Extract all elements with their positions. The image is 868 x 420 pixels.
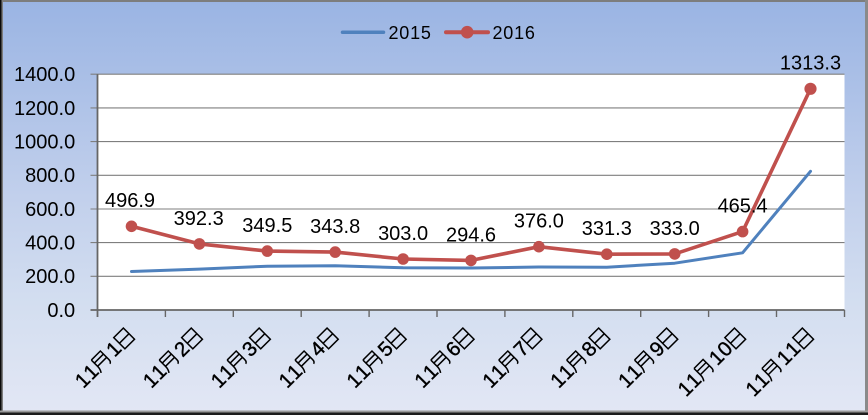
svg-text:400.0: 400.0 xyxy=(25,233,75,255)
svg-text:0.0: 0.0 xyxy=(47,300,75,322)
svg-text:303.0: 303.0 xyxy=(378,223,428,245)
svg-text:376.0: 376.0 xyxy=(514,211,564,233)
svg-text:496.9: 496.9 xyxy=(105,190,155,212)
svg-text:1000.0: 1000.0 xyxy=(14,132,75,154)
svg-text:331.3: 331.3 xyxy=(582,218,632,240)
svg-text:1400.0: 1400.0 xyxy=(14,64,75,86)
svg-text:2016: 2016 xyxy=(493,23,536,43)
svg-text:333.0: 333.0 xyxy=(650,218,700,240)
svg-text:2015: 2015 xyxy=(389,23,432,43)
svg-text:294.6: 294.6 xyxy=(446,224,496,246)
svg-text:1200.0: 1200.0 xyxy=(14,98,75,120)
svg-text:465.4: 465.4 xyxy=(718,196,768,218)
svg-text:343.8: 343.8 xyxy=(310,216,360,238)
svg-text:800.0: 800.0 xyxy=(25,165,75,187)
svg-text:600.0: 600.0 xyxy=(25,199,75,221)
svg-text:392.3: 392.3 xyxy=(174,208,224,230)
svg-text:349.5: 349.5 xyxy=(242,215,292,237)
svg-text:1313.3: 1313.3 xyxy=(780,53,841,75)
svg-text:200.0: 200.0 xyxy=(25,266,75,288)
